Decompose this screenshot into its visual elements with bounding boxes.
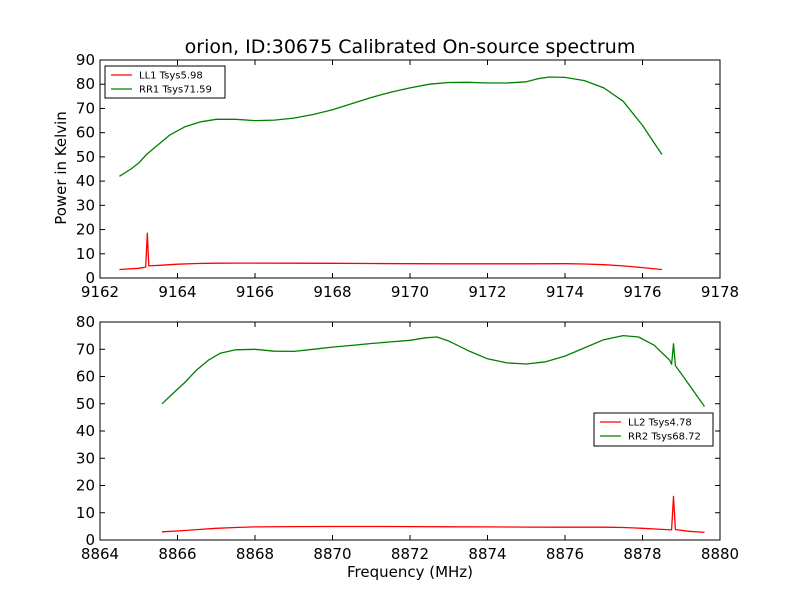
x-tick-label: 9176 bbox=[623, 283, 661, 301]
y-tick-label: 40 bbox=[76, 422, 95, 440]
x-tick-label: 8878 bbox=[623, 545, 661, 563]
y-tick-label: 10 bbox=[76, 504, 95, 522]
x-tick-label: 8872 bbox=[391, 545, 429, 563]
y-tick-label: 20 bbox=[76, 477, 95, 495]
legend-label: LL2 Tsys4.78 bbox=[628, 418, 692, 429]
x-tick-label: 9178 bbox=[701, 283, 739, 301]
legend-label: RR2 Tsys68.72 bbox=[628, 432, 701, 443]
y-tick-label: 70 bbox=[76, 99, 95, 117]
y-tick-label: 60 bbox=[76, 124, 95, 142]
x-tick-label: 8870 bbox=[313, 545, 351, 563]
y-tick-label: 70 bbox=[76, 340, 95, 358]
legend-label: LL1 Tsys5.98 bbox=[139, 71, 203, 82]
y-tick-label: 30 bbox=[76, 196, 95, 214]
legend-box bbox=[104, 65, 226, 99]
x-axis-label: Frequency (MHz) bbox=[347, 563, 473, 581]
bottom-chart: 8864 8866 8868 8870 8872 8874 8876 8878 8880 0 10 2… bbox=[76, 313, 739, 563]
legend-label: RR1 Tsys71.59 bbox=[139, 85, 212, 96]
x-tick-label: 8868 bbox=[236, 545, 274, 563]
legend: LL2 Tsys4.78 RR2 Tsys68.72 bbox=[593, 412, 714, 447]
x-tick-label: 9164 bbox=[158, 283, 196, 301]
series-line-0 bbox=[119, 232, 662, 271]
series-line-0 bbox=[161, 495, 705, 534]
y-tick-label: 50 bbox=[76, 148, 95, 166]
chart-title: orion, ID:30675 Calibrated On-source spe… bbox=[185, 36, 636, 58]
legend: LL1 Tsys5.98 RR1 Tsys71.59 bbox=[104, 65, 226, 99]
top-chart: 9162 9164 9166 9168 9170 9172 9174 9176 9178 0 10 2… bbox=[76, 51, 739, 301]
legend-box bbox=[593, 412, 714, 447]
y-axis-label: Power in Kelvin bbox=[52, 111, 70, 225]
x-tick-label: 8874 bbox=[468, 545, 506, 563]
y-tick-label: 0 bbox=[85, 531, 95, 549]
x-tick-label: 9168 bbox=[313, 283, 351, 301]
x-tick-label: 8866 bbox=[158, 545, 196, 563]
y-tick-label: 0 bbox=[85, 269, 95, 287]
x-tick-label: 9170 bbox=[391, 283, 429, 301]
x-tick-label: 9166 bbox=[236, 283, 274, 301]
y-tick-label: 40 bbox=[76, 172, 95, 190]
y-tick-label: 50 bbox=[76, 395, 95, 413]
x-tick-label: 8876 bbox=[546, 545, 584, 563]
x-tick-label: 9162 bbox=[81, 283, 119, 301]
x-tick-label: 8880 bbox=[701, 545, 739, 563]
series-line-1 bbox=[161, 334, 706, 407]
x-tick-label: 8864 bbox=[81, 545, 119, 563]
x-tick-label: 9174 bbox=[546, 283, 584, 301]
y-tick-label: 30 bbox=[76, 449, 95, 467]
y-tick-label: 80 bbox=[76, 313, 95, 331]
y-tick-label: 90 bbox=[76, 51, 95, 69]
series-line-1 bbox=[119, 76, 663, 177]
y-tick-label: 80 bbox=[76, 75, 95, 93]
y-tick-label: 60 bbox=[76, 368, 95, 386]
y-tick-label: 10 bbox=[76, 245, 95, 263]
y-tick-label: 20 bbox=[76, 221, 95, 239]
x-tick-label: 9172 bbox=[468, 283, 506, 301]
